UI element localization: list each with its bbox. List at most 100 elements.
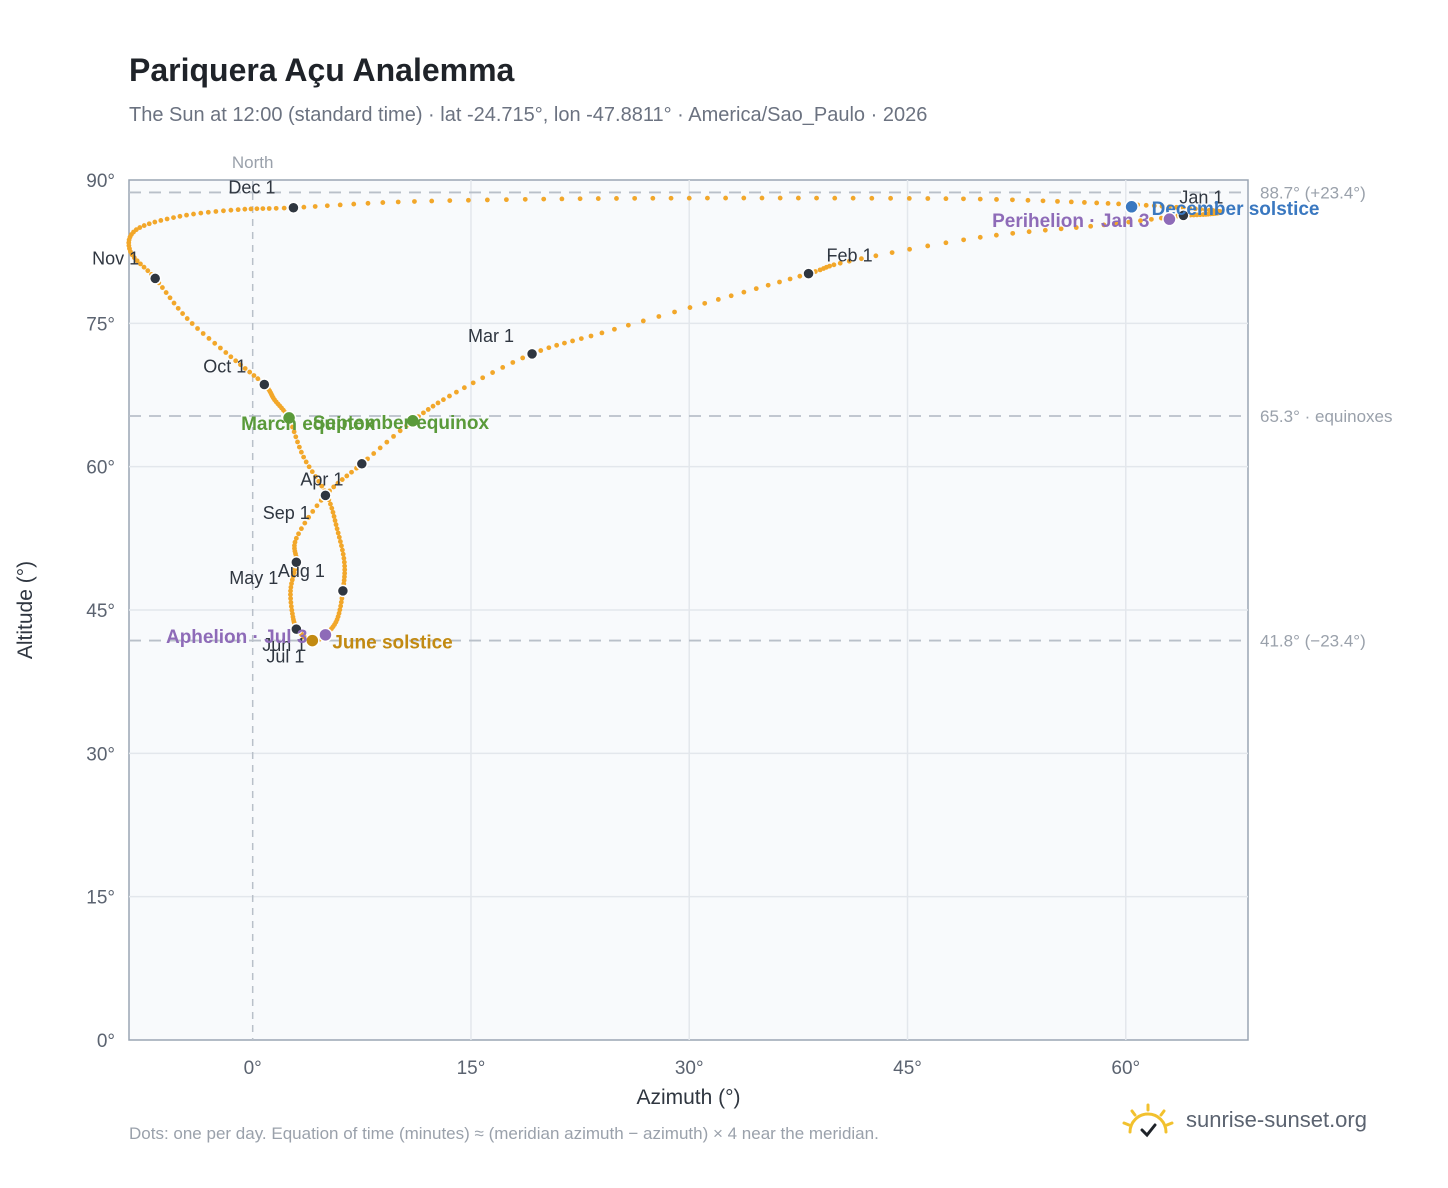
daily-sun-dot <box>588 333 594 339</box>
month-label: Mar 1 <box>468 326 514 346</box>
event-marker <box>1124 199 1139 215</box>
daily-sun-dot <box>341 555 347 561</box>
daily-sun-dot <box>291 570 297 576</box>
daily-sun-dot <box>198 210 204 216</box>
sunrise-logo-icon <box>1122 1103 1174 1138</box>
daily-sun-dot <box>205 209 211 215</box>
daily-sun-dot <box>177 213 183 219</box>
daily-sun-dot <box>288 600 294 605</box>
daily-sun-dot <box>217 345 223 351</box>
daily-sun-dot <box>889 250 895 255</box>
daily-sun-dot <box>138 261 143 267</box>
daily-sun-dot <box>145 268 151 274</box>
daily-sun-dot <box>546 345 552 351</box>
daily-sun-dot <box>1126 219 1132 225</box>
daily-sun-dot <box>541 196 547 202</box>
event-label: December solstice <box>1152 199 1320 220</box>
daily-sun-dot <box>777 195 783 201</box>
month-label: Dec 1 <box>228 178 275 198</box>
daily-sun-dot <box>520 355 526 361</box>
daily-sun-dot <box>425 407 431 412</box>
event-label: June solstice <box>332 633 452 654</box>
daily-sun-dot <box>313 474 318 479</box>
daily-sun-dot <box>288 584 294 590</box>
daily-sun-dot <box>339 477 345 482</box>
daily-sun-dot <box>167 295 173 301</box>
month-label: Apr 1 <box>300 469 343 489</box>
daily-sun-dot <box>141 264 147 270</box>
daily-sun-dot <box>339 595 345 601</box>
daily-sun-dot <box>625 322 631 328</box>
daily-sun-dot <box>1174 204 1179 210</box>
daily-sun-dot <box>612 326 617 332</box>
daily-sun-dot <box>447 198 453 204</box>
daily-sun-dot <box>312 204 318 209</box>
daily-sun-dot <box>338 603 344 609</box>
daily-sun-dot <box>559 196 565 202</box>
daily-sun-dot <box>656 314 662 319</box>
daily-sun-dot <box>242 366 248 371</box>
daily-sun-dot <box>961 196 966 202</box>
daily-sun-dot <box>873 253 879 259</box>
daily-sun-dot <box>377 445 383 451</box>
daily-sun-dot <box>324 203 330 209</box>
daily-sun-dot <box>1101 222 1107 228</box>
daily-sun-dot <box>480 375 486 381</box>
daily-sun-dot <box>180 311 185 316</box>
daily-sun-dot <box>298 526 304 532</box>
daily-sun-dot <box>687 305 693 310</box>
daily-sun-dot <box>728 293 734 299</box>
daily-sun-dot <box>814 195 819 201</box>
daily-sun-dot <box>228 354 234 360</box>
reference-label: 88.7° (+23.4°) <box>1260 183 1366 202</box>
daily-sun-dot <box>380 200 386 205</box>
daily-sun-dot <box>562 340 567 346</box>
daily-sun-dot <box>797 273 803 279</box>
daily-sun-dot <box>1073 225 1079 230</box>
daily-sun-dot <box>1040 198 1046 204</box>
y-axis-title: Altitude (°) <box>14 561 37 659</box>
month-label: Jun 1 <box>262 635 306 655</box>
daily-sun-dot <box>943 196 949 202</box>
event-marker <box>305 633 320 648</box>
page-subtitle: The Sun at 12:00 (standard time) · lat -… <box>129 104 928 126</box>
daily-sun-dot <box>206 336 212 341</box>
event-marker <box>281 410 297 426</box>
daily-sun-dot <box>337 202 343 208</box>
grid-lines <box>129 180 1248 1040</box>
daily-sun-dot <box>454 389 459 395</box>
daily-sun-dot <box>301 454 307 460</box>
daily-sun-dot <box>228 207 234 213</box>
daily-sun-dot <box>164 216 170 222</box>
daily-sun-dot <box>1114 221 1119 226</box>
daily-sun-dot <box>158 218 164 223</box>
daily-sun-dot <box>223 350 229 355</box>
daily-sun-dot <box>184 316 190 321</box>
daily-sun-dot <box>296 531 301 537</box>
daily-sun-dot <box>1148 216 1154 222</box>
daily-sun-dot <box>817 267 823 273</box>
daily-sun-dot <box>163 290 169 295</box>
daily-sun-dot <box>461 385 467 391</box>
daily-sun-dot <box>309 469 315 475</box>
daily-sun-dot <box>302 520 308 526</box>
daily-sun-dot <box>338 539 343 544</box>
daily-sun-dot <box>290 424 295 430</box>
brand[interactable]: sunrise-sunset.org <box>1120 1102 1367 1138</box>
daily-sun-dot <box>184 212 189 218</box>
daily-sun-dot <box>295 439 300 445</box>
daily-sun-dot <box>441 397 446 403</box>
daily-sun-dot <box>1068 199 1074 205</box>
daily-sun-dot <box>869 195 875 201</box>
daily-sun-dot <box>288 596 293 601</box>
daily-sun-dot <box>233 358 239 364</box>
brand-name: sunrise-sunset.org <box>1186 1107 1367 1132</box>
daily-sun-dot <box>1143 202 1149 208</box>
daily-sun-dot <box>831 262 837 268</box>
daily-sun-dot <box>333 522 339 528</box>
daily-sun-dot <box>293 434 299 440</box>
daily-sun-dot <box>331 484 337 490</box>
daily-sun-dot <box>1187 205 1192 211</box>
daily-sun-dot <box>577 196 583 202</box>
daily-sun-dot <box>247 369 253 375</box>
